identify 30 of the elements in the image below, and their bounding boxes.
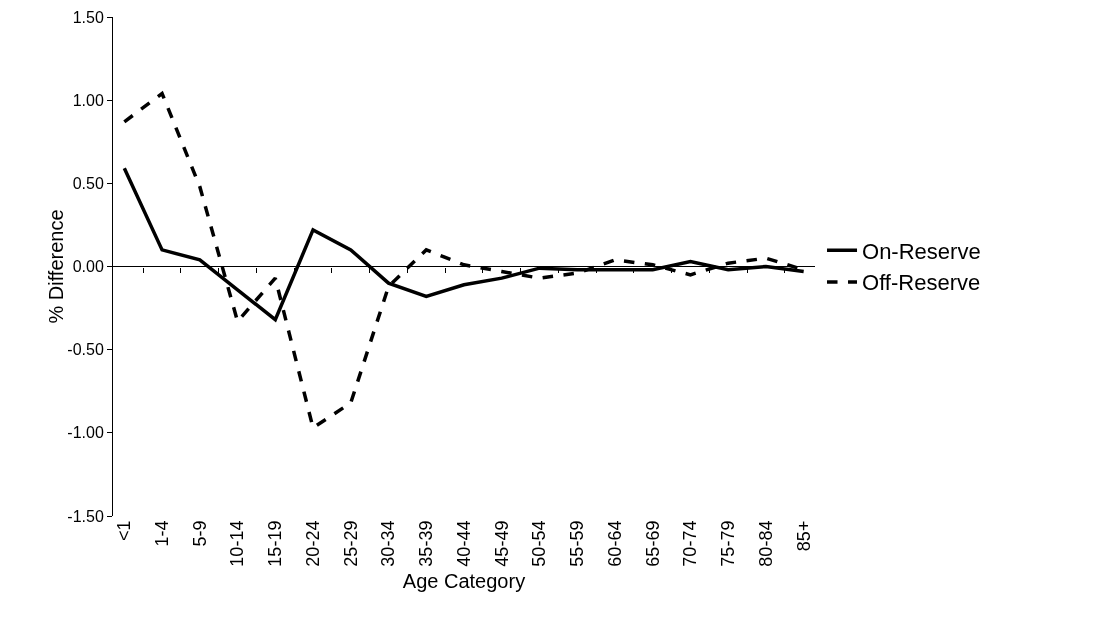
y-axis-title: % Difference bbox=[45, 209, 67, 324]
x-tick-label: 5-9 bbox=[189, 520, 210, 547]
x-tick-label: 40-44 bbox=[453, 520, 474, 567]
x-axis-title: Age Category bbox=[402, 570, 526, 593]
x-tick-label: 50-54 bbox=[529, 520, 550, 567]
x-tick-label: 80-84 bbox=[755, 520, 776, 567]
y-tick-label: -0.50 bbox=[67, 341, 104, 359]
x-tick-label: 1-4 bbox=[151, 520, 172, 547]
y-tick-label: 0.00 bbox=[72, 258, 104, 276]
x-tick-label: 60-64 bbox=[604, 520, 625, 567]
x-tick-label: 35-39 bbox=[416, 520, 437, 567]
x-tick-label: 85+ bbox=[793, 520, 814, 552]
x-tick-label: 25-29 bbox=[340, 520, 361, 567]
x-tick-label: 30-34 bbox=[378, 520, 399, 567]
y-tick-label: -1.50 bbox=[67, 507, 104, 525]
y-tick-label: 1.50 bbox=[72, 8, 104, 26]
x-tick-label: 20-24 bbox=[302, 520, 323, 567]
x-tick-label: 10-14 bbox=[227, 520, 248, 567]
y-tick-label: -1.00 bbox=[67, 424, 104, 442]
x-tick-label: <1 bbox=[114, 520, 135, 542]
legend-label: On-Reserve bbox=[862, 238, 981, 264]
x-tick-label: 70-74 bbox=[680, 520, 701, 567]
x-tick-label: 55-59 bbox=[567, 520, 588, 567]
legend-label: Off-Reserve bbox=[862, 270, 981, 296]
x-tick-label: 45-49 bbox=[491, 520, 512, 567]
x-tick-label: 15-19 bbox=[265, 520, 286, 567]
y-tick-label: 0.50 bbox=[72, 174, 104, 192]
x-tick-label: 75-79 bbox=[718, 520, 739, 567]
x-tick-label: 65-69 bbox=[642, 520, 663, 567]
y-tick-label: 1.00 bbox=[72, 91, 104, 109]
